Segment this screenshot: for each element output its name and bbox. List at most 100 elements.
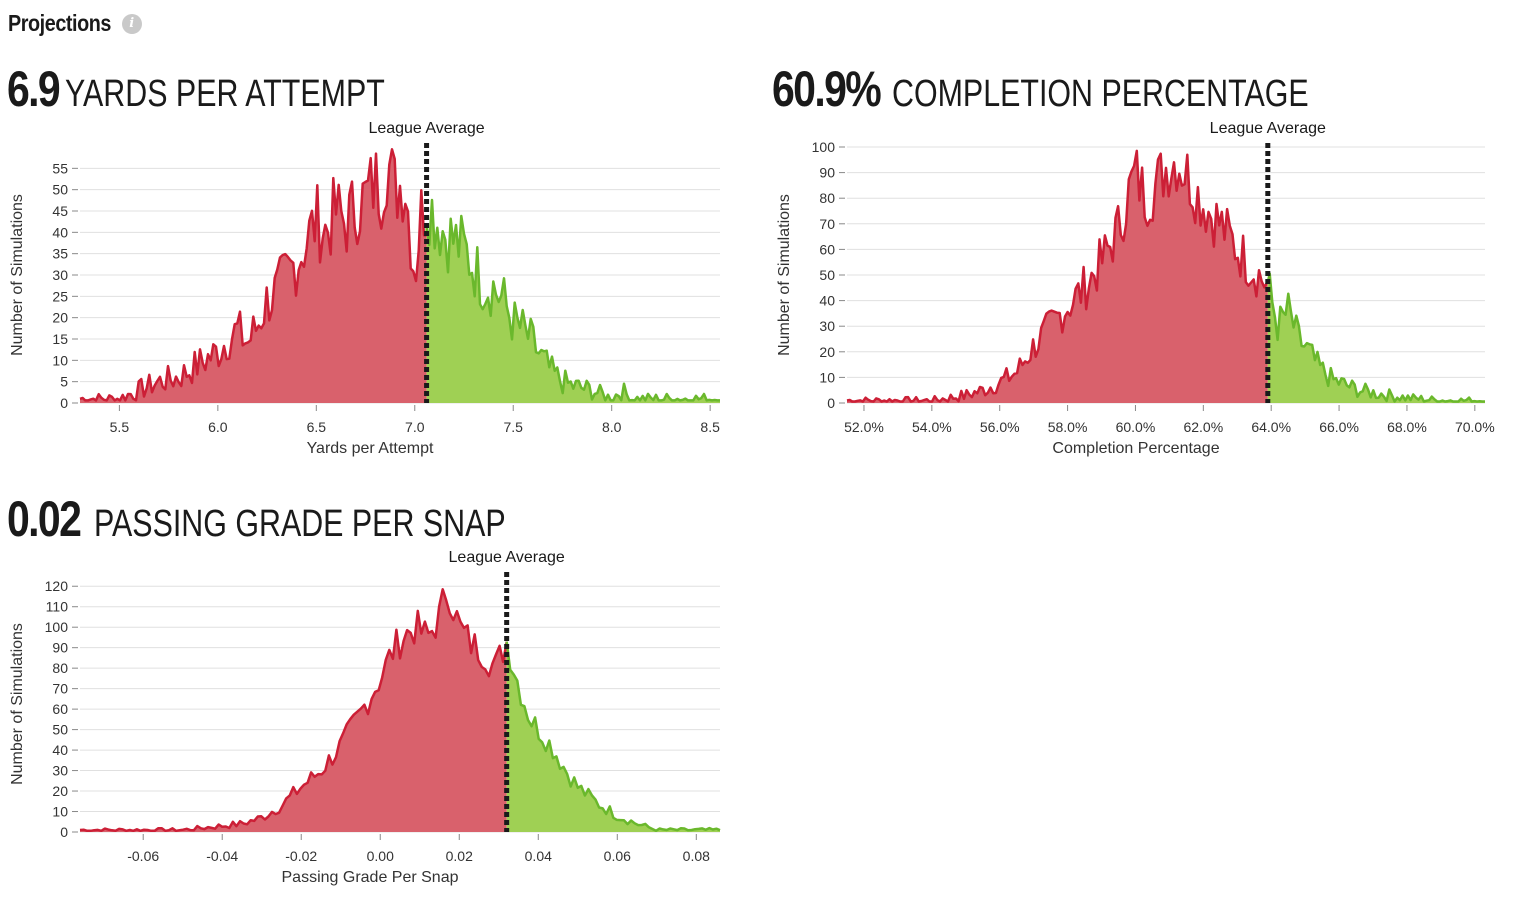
y-tick-label: 10 — [52, 804, 68, 820]
passing-grade-chart: 0 10 20 30 40 50 60 70 80 90 100 110 120 -0.06 -0.04 -0… — [9, 549, 721, 886]
y-tick-label: 50 — [52, 182, 68, 198]
y-tick-label: 80 — [819, 190, 835, 206]
x-tick-label: -0.06 — [127, 848, 159, 864]
yards-per-attempt-panel: 6.9 YARDS PER ATTEMPT 0 5 10 15 20 25 30 35 40 45… — [0, 60, 740, 460]
y-tick-label: 15 — [52, 331, 68, 347]
y-tick-label: 25 — [52, 288, 68, 304]
y-tick-label: 90 — [819, 165, 835, 181]
league-average-label: League Average — [368, 120, 484, 137]
y-tick-label: 0 — [60, 395, 68, 411]
y-tick-label: 40 — [819, 293, 835, 309]
passing-grade-panel: 0.02 PASSING GRADE PER SNAP 0 10 20 30 40 50 6… — [0, 490, 740, 895]
league-average-label: League Average — [1210, 120, 1326, 137]
below-average-area — [847, 150, 1268, 403]
x-tick-label: 0.08 — [683, 848, 710, 864]
stat-value: 60.9% — [772, 61, 882, 117]
completion-percentage-panel: 60.9% COMPLETION PERCENTAGE 0 10 20 30 40 50 6… — [765, 60, 1531, 460]
x-tick-label: 7.0 — [405, 419, 425, 435]
stat-heading: 0.02 PASSING GRADE PER SNAP — [7, 490, 609, 548]
stat-value: 0.02 — [7, 491, 82, 547]
x-tick-label: 6.5 — [307, 419, 327, 435]
y-tick-label: 30 — [52, 763, 68, 779]
y-tick-label: 50 — [819, 267, 835, 283]
y-axis-label: Number of Simulations — [9, 623, 26, 785]
y-tick-label: 30 — [819, 318, 835, 334]
y-tick-label: 110 — [46, 599, 69, 615]
x-tick-label: -0.04 — [206, 848, 238, 864]
y-tick-label: 20 — [819, 344, 835, 360]
y-tick-label: 0 — [60, 824, 68, 840]
x-axis-label: Passing Grade Per Snap — [282, 869, 459, 886]
y-tick-label: 55 — [52, 160, 68, 176]
x-tick-label: 58.0% — [1048, 419, 1088, 435]
page-title: Projections — [8, 10, 111, 36]
x-tick-label: 7.5 — [503, 419, 523, 435]
y-tick-label: 120 — [45, 578, 69, 594]
y-tick-label: 70 — [819, 216, 835, 232]
stat-label: PASSING GRADE PER SNAP — [94, 503, 506, 545]
above-average-line — [1266, 272, 1485, 403]
x-tick-label: 54.0% — [912, 419, 952, 435]
stat-heading: 60.9% COMPLETION PERCENTAGE — [772, 60, 1413, 118]
y-tick-label: 10 — [52, 352, 68, 368]
y-tick-label: 70 — [52, 681, 68, 697]
projections-header: Projections i — [8, 10, 142, 37]
y-tick-label: 60 — [819, 241, 835, 257]
completion-percentage-chart: 0 10 20 30 40 50 60 70 80 90 100 52.0% 54.0% 56.0% 58.… — [776, 120, 1495, 457]
y-tick-label: 100 — [45, 619, 69, 635]
y-tick-label: 0 — [827, 395, 835, 411]
above-average-line — [505, 641, 721, 833]
y-tick-label: 35 — [52, 246, 68, 262]
x-tick-label: 56.0% — [980, 419, 1020, 435]
x-tick-label: -0.02 — [285, 848, 317, 864]
yards-per-attempt-chart: 0 5 10 15 20 25 30 35 40 45 50 55 5.5 6.0 6.5 7.0 7.5 8.0… — [9, 120, 720, 457]
below-average-area — [80, 589, 507, 832]
x-tick-label: 66.0% — [1319, 419, 1359, 435]
x-tick-label: 62.0% — [1183, 419, 1223, 435]
y-axis-label: Number of Simulations — [9, 194, 26, 356]
x-tick-label: 70.0% — [1455, 419, 1495, 435]
above-average-area — [426, 200, 720, 403]
stat-label: COMPLETION PERCENTAGE — [891, 73, 1309, 115]
x-tick-label: 0.06 — [604, 848, 631, 864]
below-average-area — [80, 149, 427, 403]
x-tick-label: 0.02 — [446, 848, 473, 864]
info-icon[interactable]: i — [121, 13, 142, 34]
y-axis-label: Number of Simulations — [776, 194, 793, 356]
x-tick-label: 5.5 — [110, 419, 130, 435]
stat-value: 6.9 — [7, 61, 61, 117]
y-tick-label: 40 — [52, 224, 68, 240]
above-average-area — [1267, 273, 1485, 403]
x-tick-label: 64.0% — [1251, 419, 1291, 435]
league-average-label: League Average — [449, 549, 565, 566]
y-tick-label: 60 — [52, 701, 68, 717]
y-tick-label: 50 — [52, 722, 68, 738]
y-tick-label: 90 — [52, 640, 68, 656]
below-average-line — [846, 149, 1269, 403]
x-axis-label: Yards per Attempt — [307, 440, 434, 457]
stat-heading: 6.9 YARDS PER ATTEMPT — [7, 60, 464, 118]
x-tick-label: 0.04 — [525, 848, 552, 864]
x-tick-label: 60.0% — [1116, 419, 1156, 435]
x-tick-label: 0.00 — [367, 848, 394, 864]
above-average-area — [506, 641, 720, 832]
stat-label: YARDS PER ATTEMPT — [64, 73, 385, 115]
x-tick-label: 6.0 — [208, 419, 228, 435]
below-average-line — [79, 588, 508, 833]
x-axis-label: Completion Percentage — [1052, 440, 1219, 457]
below-average-line — [79, 148, 427, 402]
y-tick-label: 5 — [60, 374, 68, 390]
x-tick-label: 68.0% — [1387, 419, 1427, 435]
y-tick-label: 100 — [812, 139, 836, 155]
y-tick-label: 30 — [52, 267, 68, 283]
x-tick-label: 52.0% — [844, 419, 884, 435]
y-tick-label: 40 — [52, 742, 68, 758]
x-tick-label: 8.0 — [602, 419, 622, 435]
y-tick-label: 20 — [52, 783, 68, 799]
x-tick-label: 8.5 — [700, 419, 720, 435]
above-average-line — [425, 198, 720, 402]
y-tick-label: 20 — [52, 310, 68, 326]
y-tick-label: 80 — [52, 660, 68, 676]
y-tick-label: 10 — [819, 369, 835, 385]
y-tick-label: 45 — [52, 203, 68, 219]
